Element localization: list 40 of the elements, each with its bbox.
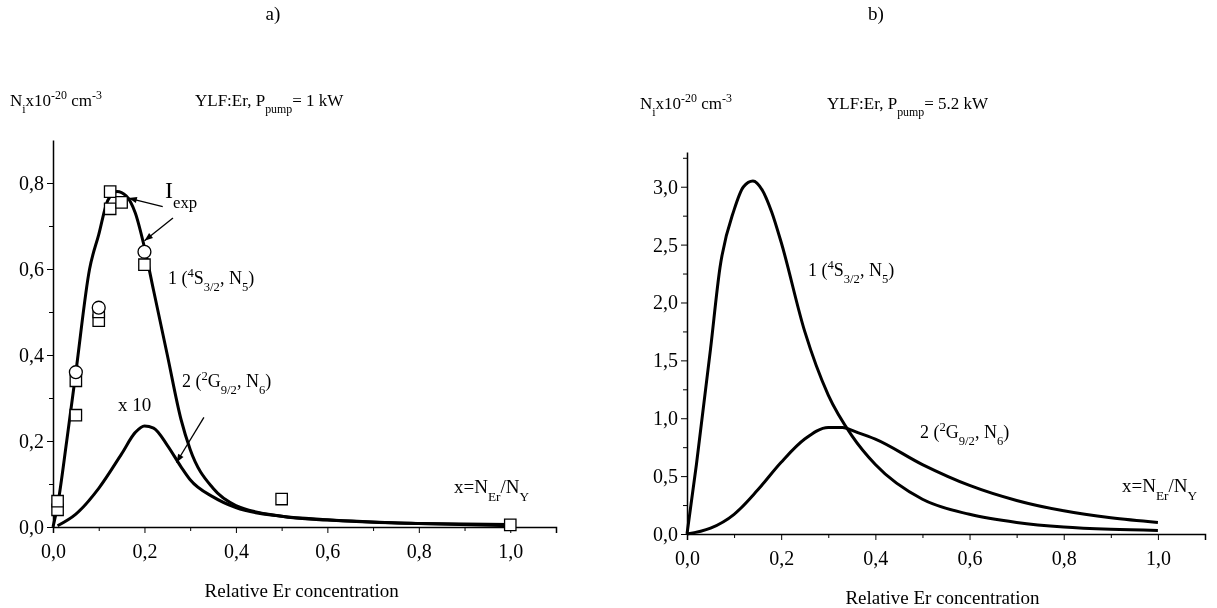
y-tick-label: 0,6	[19, 257, 44, 280]
annotation: I$_{exp}$	[165, 177, 198, 212]
annotation: x=N$_{Er}$/N$_{Y}$	[454, 476, 530, 504]
x-tick-label: 0,6	[315, 540, 341, 562]
y-tick-label: 2,0	[653, 291, 678, 314]
series-label: 2 ($^{2}$G$_{9/2}$, N$_{6}$)	[920, 420, 1010, 448]
y-tick-label: 0,0	[653, 522, 678, 545]
x-tick-label: 1,0	[1145, 547, 1171, 569]
chart-title: b)	[868, 3, 884, 25]
x-tick-label: 0,8	[406, 540, 432, 562]
y-tick-label: 2,5	[653, 233, 678, 256]
y-tick-label: 1,0	[653, 407, 678, 430]
y-axis-title: N$_{i}$x10$^{-20}$ cm$^{-3}$	[640, 91, 732, 119]
x-tick-label: 0,4	[863, 547, 889, 569]
x-tick-label: 0,2	[769, 547, 795, 569]
series-label: 1 ($^{4}$S$_{3/2}$, N$_{5}$)	[808, 258, 895, 286]
y-tick-label: 1,5	[653, 349, 678, 372]
x-tick-label: 0,8	[1051, 547, 1077, 569]
series-label: 1 ($^{4}$S$_{3/2}$, N$_{5}$)	[168, 266, 255, 294]
x-axis-title: Relative Er concentration	[204, 580, 400, 601]
x-tick-label: 0,2	[132, 540, 158, 562]
annotation: x 10	[118, 394, 152, 415]
y-tick-label: 0,2	[19, 429, 44, 452]
y-tick-label: 0,0	[19, 515, 44, 538]
y-tick-label: 0,5	[653, 465, 678, 488]
y-tick-label: 3,0	[653, 175, 678, 198]
y-tick-label: 0,8	[19, 171, 44, 194]
x-tick-label: 0,4	[223, 540, 249, 562]
y-axis-title: N$_{i}$x10$^{-20}$ cm$^{-3}$	[10, 88, 102, 116]
x-tick-label: 0,0	[41, 540, 66, 562]
x-tick-label: 0,6	[957, 547, 983, 569]
chart-subtitle: YLF:Er, P$_{pump}$= 5.2 kW	[827, 94, 990, 119]
x-axis-title: Relative Er concentration	[845, 587, 1041, 608]
x-tick-label: 1,0	[498, 540, 524, 562]
text: 2 ($^{2}$G$_{9/2}$, N$_{6}$)	[182, 369, 272, 397]
y-tick-label: 0,4	[19, 343, 44, 366]
chart-title: a)	[265, 3, 281, 25]
chart-subtitle: YLF:Er, P$_{pump}$= 1 kW	[195, 91, 345, 116]
annotation: x=N$_{Er}$/N$_{Y}$	[1122, 475, 1198, 503]
x-tick-label: 0,0	[675, 547, 700, 569]
